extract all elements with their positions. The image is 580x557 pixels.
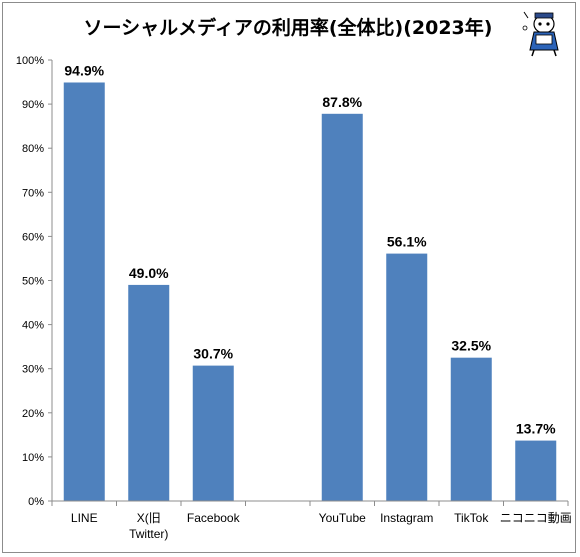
data-label: 56.1% <box>387 234 427 250</box>
y-tick-label: 70% <box>22 187 44 199</box>
bar <box>192 365 234 501</box>
y-tick-label: 10% <box>22 452 44 464</box>
bar <box>128 284 170 501</box>
y-tick-label: 50% <box>22 276 44 288</box>
x-tick-label: ニコニコ動画 <box>500 511 572 525</box>
bar <box>386 253 428 501</box>
data-label: 87.8% <box>322 94 362 110</box>
y-tick-label: 30% <box>22 364 44 376</box>
x-axis-ticks: LINE X(旧 Twitter) Facebook YouTube Instagram T… <box>51 501 572 541</box>
data-label: 49.0% <box>129 265 169 281</box>
bar <box>63 82 105 501</box>
data-label: 94.9% <box>64 62 104 78</box>
y-tick-label: 40% <box>22 320 44 332</box>
x-tick-label: X(旧 Twitter) <box>129 511 168 541</box>
x-tick-label: YouTube <box>319 511 366 525</box>
chart-title: ソーシャルメディアの利用率(全体比)(2023年) <box>84 16 493 39</box>
y-tick-label: 90% <box>22 99 44 111</box>
x-tick-label: LINE <box>71 511 98 525</box>
bar <box>450 357 492 501</box>
y-tick-label: 100% <box>16 55 44 67</box>
x-tick-label: TikTok <box>454 511 489 525</box>
y-axis-ticks: 0% 10% 20% 30% 40% 50% 60% 70% 80% 90% 100% <box>16 55 52 508</box>
bar <box>515 440 557 501</box>
bar <box>321 113 363 501</box>
y-tick-label: 80% <box>22 143 44 155</box>
mascot-logo <box>522 11 559 57</box>
data-label: 30.7% <box>193 346 233 362</box>
y-tick-label: 60% <box>22 231 44 243</box>
y-tick-label: 20% <box>22 408 44 420</box>
data-label: 13.7% <box>516 421 556 437</box>
data-label: 32.5% <box>451 338 491 354</box>
x-tick-label: Instagram <box>380 511 433 525</box>
y-tick-label: 0% <box>28 496 44 508</box>
x-tick-label: Facebook <box>187 511 241 525</box>
bars: 94.9% 49.0% 30.7% 87.8% 56.1% 32.5% 13.7% <box>63 62 557 501</box>
